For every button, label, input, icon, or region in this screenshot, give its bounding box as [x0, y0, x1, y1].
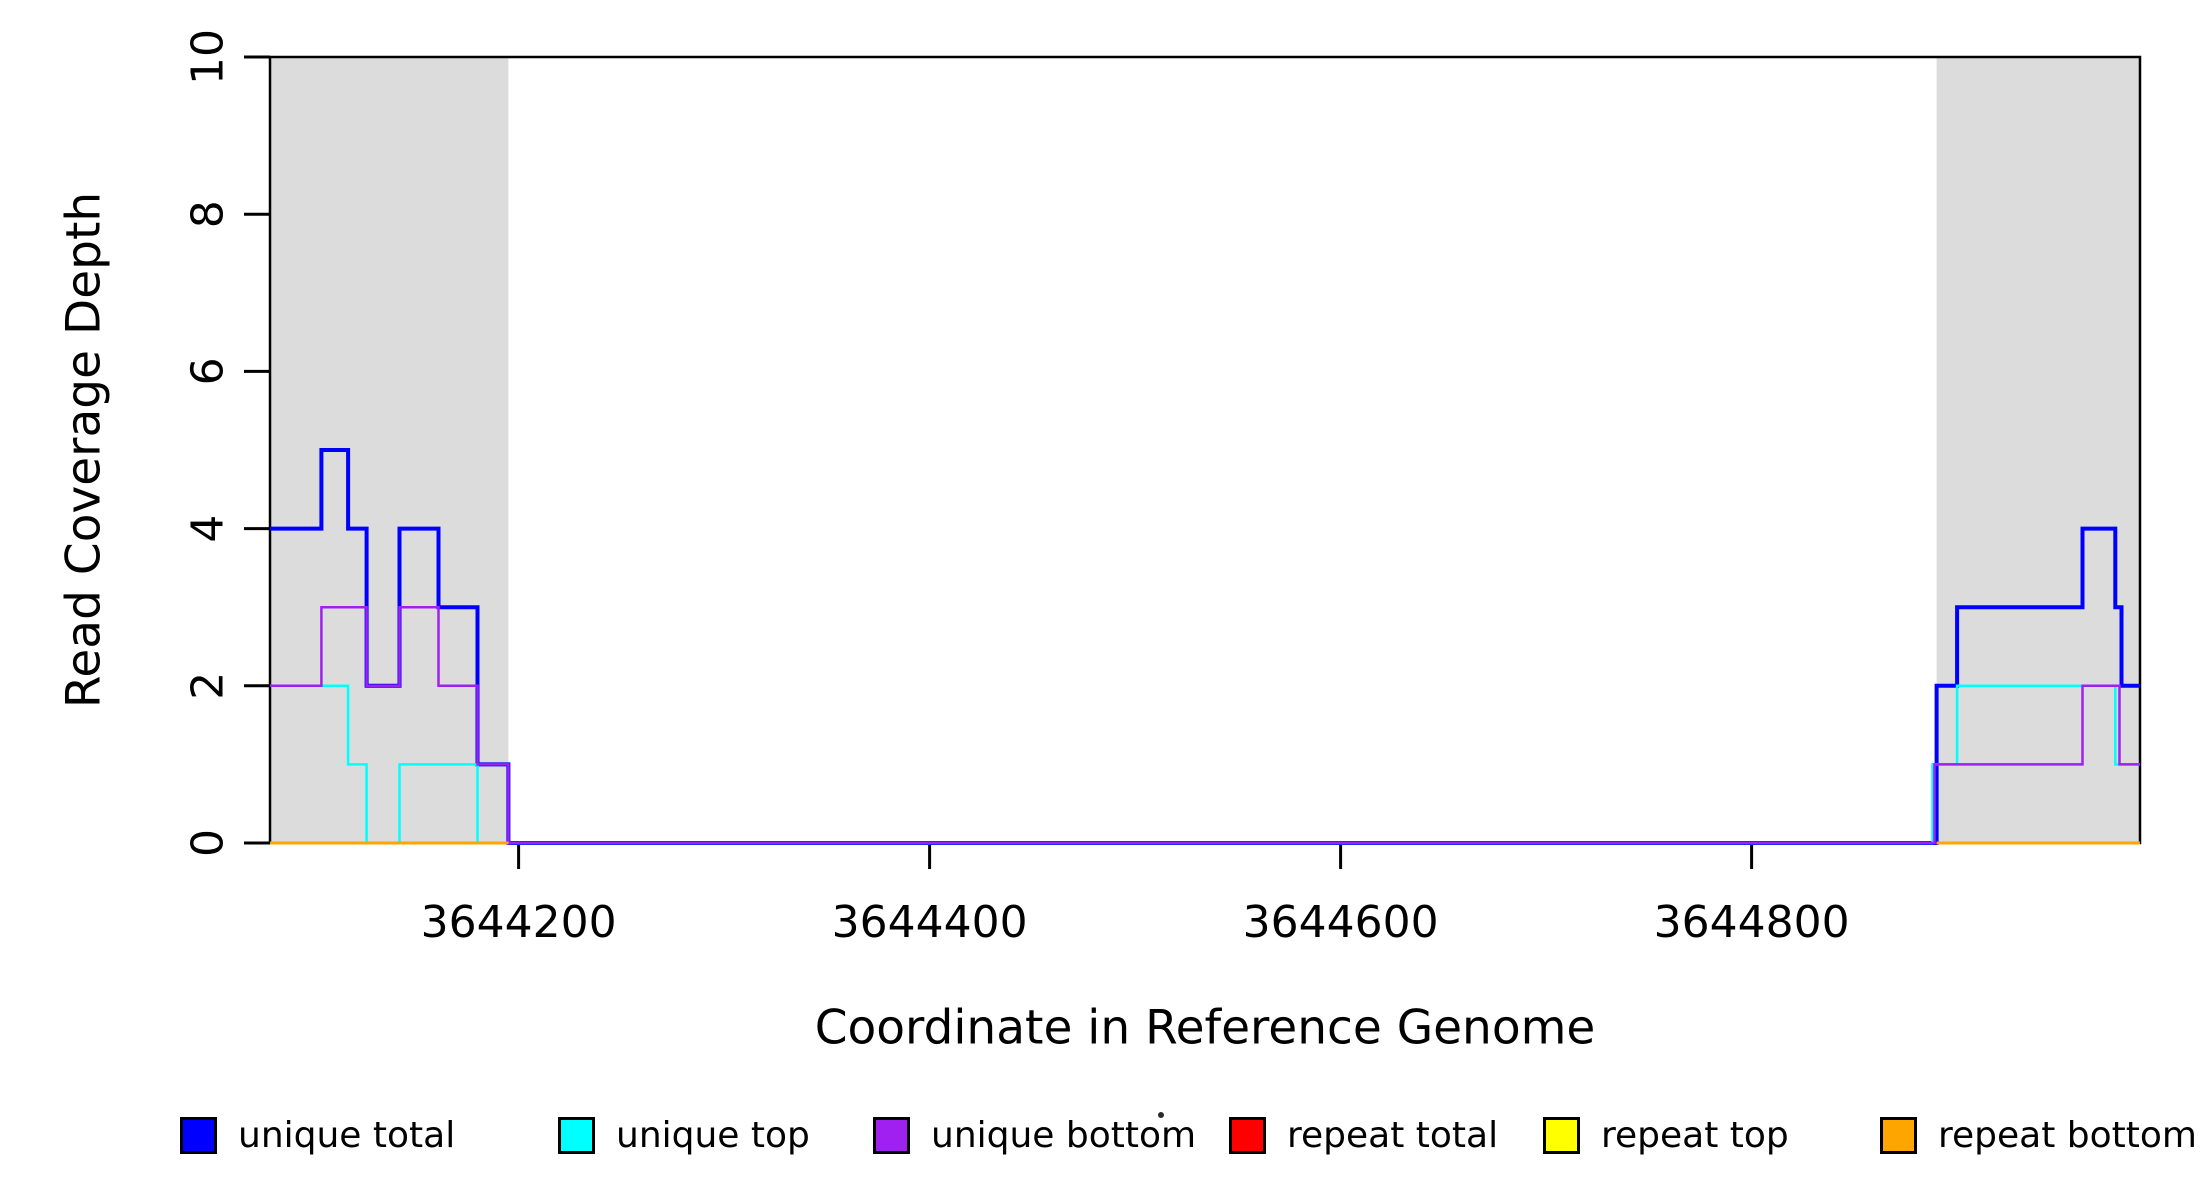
- legend-label-repeat-top: repeat top: [1601, 1115, 1789, 1156]
- legend-swatch-unique-total: [180, 1117, 217, 1154]
- shaded-region: [1936, 57, 2140, 843]
- legend-label-unique-total: unique total: [238, 1115, 456, 1156]
- legend-label-unique-top: unique top: [616, 1115, 810, 1156]
- legend-item-unique-top: unique top: [558, 1115, 810, 1156]
- plot-box: [268, 55, 2142, 845]
- y-axis-title: Read Coverage Depth: [56, 191, 112, 709]
- legend-label-repeat-bottom: repeat bottom: [1938, 1115, 2197, 1156]
- legend-item-repeat-total: repeat total: [1229, 1115, 1498, 1156]
- series-line-unique-bottom: [270, 605, 2140, 845]
- y-axis-tick-label: 6: [183, 357, 234, 385]
- y-axis-tick-label: 4: [183, 515, 234, 543]
- legend-swatch-repeat-top: [1543, 1117, 1580, 1154]
- legend-swatch-repeat-bottom: [1880, 1117, 1917, 1154]
- x-axis-tick-label: 3644600: [1243, 897, 1439, 948]
- y-axis-tick-label: 8: [183, 200, 234, 228]
- legend-swatch-repeat-total: [1229, 1117, 1266, 1154]
- series-line-unique-top: [270, 684, 2140, 845]
- y-axis-tick-label: 0: [183, 829, 234, 857]
- shaded-region: [270, 57, 509, 843]
- x-axis-tick-label: 3644400: [832, 897, 1028, 948]
- x-axis-title: Coordinate in Reference Genome: [814, 1000, 1596, 1056]
- y-axis-tick-label: 10: [183, 29, 234, 85]
- legend-label-unique-bottom: unique bottom: [931, 1115, 1197, 1156]
- x-axis-tick-label: 3644200: [421, 897, 617, 948]
- legend-swatch-unique-bottom: [873, 1117, 910, 1154]
- legend-item-repeat-bottom: repeat bottom: [1880, 1115, 2197, 1156]
- legend-item-unique-total: unique total: [180, 1115, 455, 1156]
- y-axis-tick-label: 2: [183, 672, 234, 700]
- legend-item-unique-bottom: unique bottom: [873, 1115, 1196, 1156]
- legend-swatch-unique-top: [558, 1117, 595, 1154]
- x-axis-tick-label: 3644800: [1654, 897, 1850, 948]
- stray-dot: [1158, 1112, 1164, 1118]
- legend-item-repeat-top: repeat top: [1543, 1115, 1789, 1156]
- series-line-unique-total: [270, 448, 2140, 845]
- legend-label-repeat-total: repeat total: [1287, 1115, 1499, 1156]
